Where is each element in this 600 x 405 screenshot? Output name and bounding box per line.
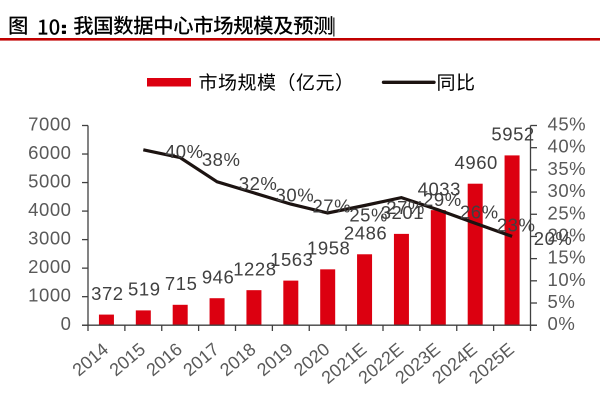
- svg-text:0: 0: [61, 313, 72, 334]
- svg-text:2486: 2486: [344, 223, 387, 244]
- svg-text:2000: 2000: [28, 256, 71, 277]
- svg-text:27%: 27%: [312, 196, 351, 217]
- svg-text:7000: 7000: [28, 114, 71, 135]
- svg-text:715: 715: [165, 273, 198, 294]
- svg-text:372: 372: [91, 283, 124, 304]
- svg-text:3201: 3201: [381, 202, 424, 223]
- svg-text:519: 519: [128, 279, 161, 300]
- svg-text:5%: 5%: [548, 291, 576, 312]
- svg-text:45%: 45%: [548, 114, 587, 135]
- svg-text:4000: 4000: [28, 199, 71, 220]
- svg-text:0%: 0%: [548, 313, 576, 334]
- svg-text:38%: 38%: [202, 149, 241, 170]
- svg-text:29%: 29%: [423, 189, 462, 210]
- svg-text:5952: 5952: [491, 124, 534, 145]
- svg-text:5000: 5000: [28, 171, 71, 192]
- svg-text:40%: 40%: [548, 136, 587, 157]
- svg-text:1563: 1563: [270, 249, 313, 270]
- svg-text:15%: 15%: [548, 247, 587, 268]
- svg-text:3000: 3000: [28, 228, 71, 249]
- svg-text:30%: 30%: [548, 180, 587, 201]
- svg-text:20%: 20%: [534, 228, 573, 249]
- svg-text:40%: 40%: [165, 141, 204, 162]
- svg-text:30%: 30%: [276, 184, 315, 205]
- svg-text:1958: 1958: [307, 238, 350, 259]
- svg-text:20%: 20%: [548, 224, 587, 245]
- svg-text:1000: 1000: [28, 285, 71, 306]
- svg-text:946: 946: [202, 267, 235, 288]
- svg-text:25%: 25%: [548, 202, 587, 223]
- svg-text:4960: 4960: [455, 152, 498, 173]
- svg-text:4033: 4033: [418, 178, 461, 199]
- svg-text:26%: 26%: [460, 201, 499, 222]
- svg-text:23%: 23%: [497, 215, 536, 236]
- svg-text:32%: 32%: [239, 173, 278, 194]
- svg-text:10%: 10%: [548, 269, 587, 290]
- svg-text:6000: 6000: [28, 142, 71, 163]
- svg-text:35%: 35%: [548, 158, 587, 179]
- svg-text:25%: 25%: [349, 204, 388, 225]
- svg-text:1228: 1228: [233, 259, 276, 280]
- svg-text:27%: 27%: [386, 197, 425, 218]
